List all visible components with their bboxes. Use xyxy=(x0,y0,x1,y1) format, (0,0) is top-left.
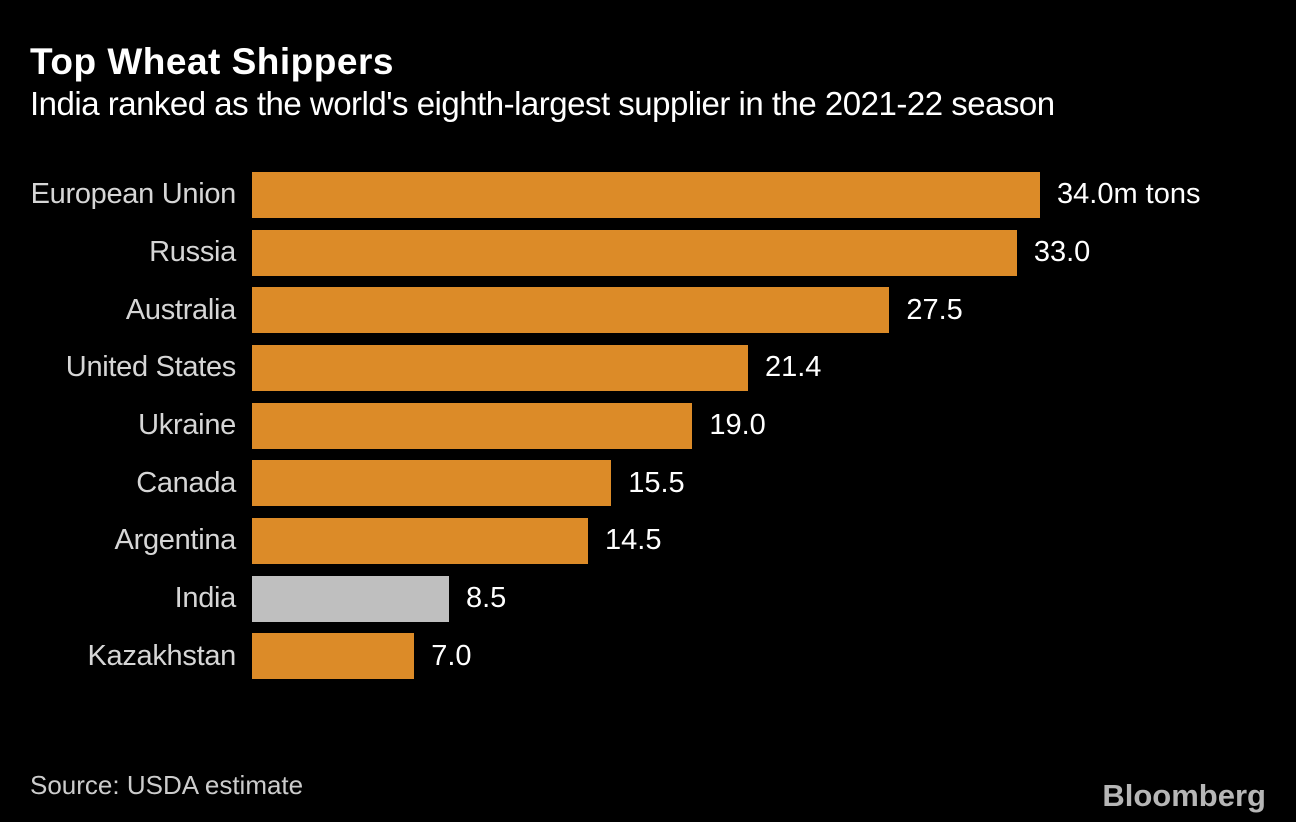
bar xyxy=(252,287,890,334)
source-note: Source: USDA estimate xyxy=(30,770,304,800)
category-label: United States xyxy=(65,351,237,384)
value-label: 21.4 xyxy=(764,351,822,384)
bar-row: Kazakhstan 7.0 xyxy=(0,628,1296,686)
chart-title: Top Wheat Shippers xyxy=(30,41,394,82)
category-label: Russia xyxy=(149,236,236,269)
value-label: 34.0m tons xyxy=(1057,178,1201,211)
bar xyxy=(252,171,1040,218)
value-label: 33.0 xyxy=(1033,236,1091,269)
chart-subtitle: India ranked as the world's eighth-large… xyxy=(30,85,1055,122)
bar xyxy=(252,460,612,507)
category-label: Argentina xyxy=(114,524,237,557)
value-label: 15.5 xyxy=(628,466,685,499)
bar-row: Ukraine 19.0 xyxy=(0,397,1296,455)
category-label: Australia xyxy=(125,293,236,326)
category-label: Kazakhstan xyxy=(87,639,236,672)
bar-row: Argentina 14.5 xyxy=(0,512,1296,570)
category-label: Ukraine xyxy=(138,409,236,442)
bar xyxy=(252,344,748,391)
bar-highlighted xyxy=(252,575,449,622)
bar xyxy=(252,229,1017,276)
bar-row: Australia 27.5 xyxy=(0,281,1296,339)
value-label: 8.5 xyxy=(466,582,507,615)
bar-row: Russia 33.0 xyxy=(0,224,1296,282)
bloomberg-logo: Bloomberg xyxy=(1102,778,1266,813)
value-label: 27.5 xyxy=(906,293,963,326)
bar xyxy=(252,517,589,564)
category-label: European Union xyxy=(30,178,237,211)
bar-row: United States 21.4 xyxy=(0,339,1296,397)
bar-chart-plot-area: European Union 34.0m tons Russia 33.0 Austra… xyxy=(0,166,1296,685)
value-label: 7.0 xyxy=(431,639,472,672)
category-label: Canada xyxy=(136,466,236,499)
bar-row: India 8.5 xyxy=(0,570,1296,628)
category-label: India xyxy=(174,582,237,615)
value-label: 19.0 xyxy=(709,409,766,442)
bar xyxy=(252,402,693,449)
bar-row: Canada 15.5 xyxy=(0,454,1296,512)
bar-row: European Union 34.0m tons xyxy=(0,166,1296,224)
value-label: 14.5 xyxy=(605,524,662,557)
bar xyxy=(252,633,415,680)
